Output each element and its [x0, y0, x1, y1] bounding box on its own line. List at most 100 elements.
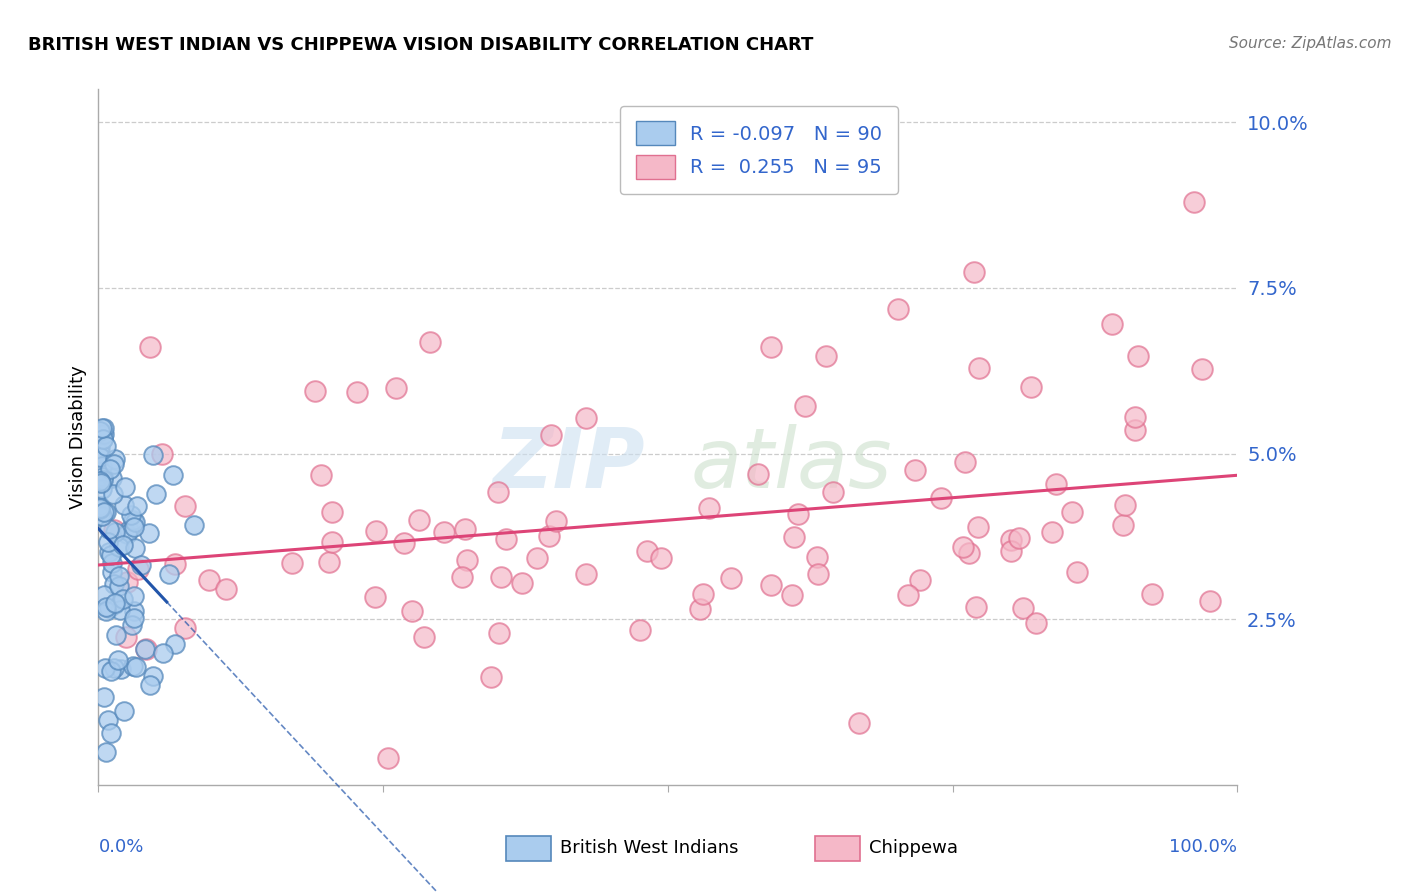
Point	[401, 604, 423, 618]
Point	[104, 597, 127, 611]
Point	[1140, 587, 1163, 601]
Point	[114, 480, 136, 494]
Point	[174, 621, 197, 635]
Point	[1123, 423, 1146, 437]
Point	[108, 540, 131, 554]
Point	[823, 485, 845, 500]
Point	[94, 745, 117, 759]
Point	[794, 399, 817, 413]
Point	[897, 588, 920, 602]
Point	[142, 669, 165, 683]
Text: Source: ZipAtlas.com: Source: ZipAtlas.com	[1229, 36, 1392, 51]
Point	[392, 535, 415, 549]
Point	[761, 340, 783, 354]
Point	[321, 505, 343, 519]
Point	[450, 570, 472, 584]
Point	[117, 523, 139, 537]
Point	[1198, 594, 1220, 608]
Point	[134, 641, 156, 656]
Text: 100.0%: 100.0%	[1170, 838, 1237, 856]
Point	[122, 590, 145, 604]
Point	[575, 410, 598, 425]
Point	[321, 535, 343, 549]
Point	[98, 522, 121, 536]
Point	[538, 529, 561, 543]
Point	[101, 471, 124, 485]
Point	[1021, 379, 1043, 393]
Point	[150, 447, 173, 461]
Point	[413, 630, 436, 644]
Text: Chippewa: Chippewa	[869, 839, 957, 857]
Point	[692, 587, 714, 601]
Point	[782, 588, 804, 602]
Point	[110, 662, 132, 676]
Point	[98, 462, 121, 476]
Point	[495, 533, 517, 547]
Point	[456, 553, 478, 567]
Point	[385, 381, 408, 395]
Point	[454, 522, 477, 536]
Point	[93, 690, 115, 704]
Point	[94, 439, 117, 453]
Point	[94, 505, 117, 519]
Point	[90, 458, 112, 473]
Point	[107, 653, 129, 667]
Point	[157, 566, 180, 581]
Point	[139, 678, 162, 692]
Point	[93, 505, 115, 519]
Point	[967, 520, 990, 534]
Point	[697, 500, 720, 515]
Point	[90, 475, 112, 490]
Point	[1128, 349, 1150, 363]
Point	[887, 301, 910, 316]
Point	[628, 624, 651, 638]
Point	[526, 551, 548, 566]
Point	[636, 544, 658, 558]
Point	[103, 487, 125, 501]
Point	[650, 551, 672, 566]
Point	[127, 499, 149, 513]
Point	[967, 360, 990, 375]
Point	[575, 567, 598, 582]
Text: 0.0%: 0.0%	[98, 838, 143, 856]
Point	[1182, 194, 1205, 209]
Point	[104, 525, 127, 540]
Point	[103, 523, 125, 537]
Point	[111, 591, 134, 606]
Point	[280, 556, 302, 570]
Point	[91, 433, 114, 447]
Point	[89, 508, 111, 523]
Point	[309, 467, 332, 482]
Point	[100, 726, 122, 740]
Point	[89, 441, 111, 455]
Point	[98, 545, 121, 559]
Point	[363, 590, 385, 604]
Point	[129, 558, 152, 572]
Point	[510, 576, 533, 591]
Point	[124, 660, 146, 674]
Point	[152, 646, 174, 660]
Point	[848, 716, 870, 731]
Point	[1040, 524, 1063, 539]
Point	[124, 520, 146, 534]
Point	[1066, 566, 1088, 580]
Point	[100, 665, 122, 679]
Point	[165, 638, 187, 652]
Point	[142, 449, 165, 463]
Point	[929, 491, 952, 505]
Point	[108, 579, 131, 593]
Point	[115, 575, 138, 590]
Point	[121, 658, 143, 673]
Point	[366, 524, 388, 539]
Point	[103, 660, 125, 674]
Point	[93, 588, 115, 602]
Point	[91, 482, 114, 496]
Point	[112, 704, 135, 718]
Point	[786, 507, 808, 521]
Point	[815, 349, 838, 363]
Point	[488, 625, 510, 640]
Point	[433, 524, 456, 539]
Point	[1008, 532, 1031, 546]
Point	[689, 601, 711, 615]
Point	[112, 538, 135, 552]
